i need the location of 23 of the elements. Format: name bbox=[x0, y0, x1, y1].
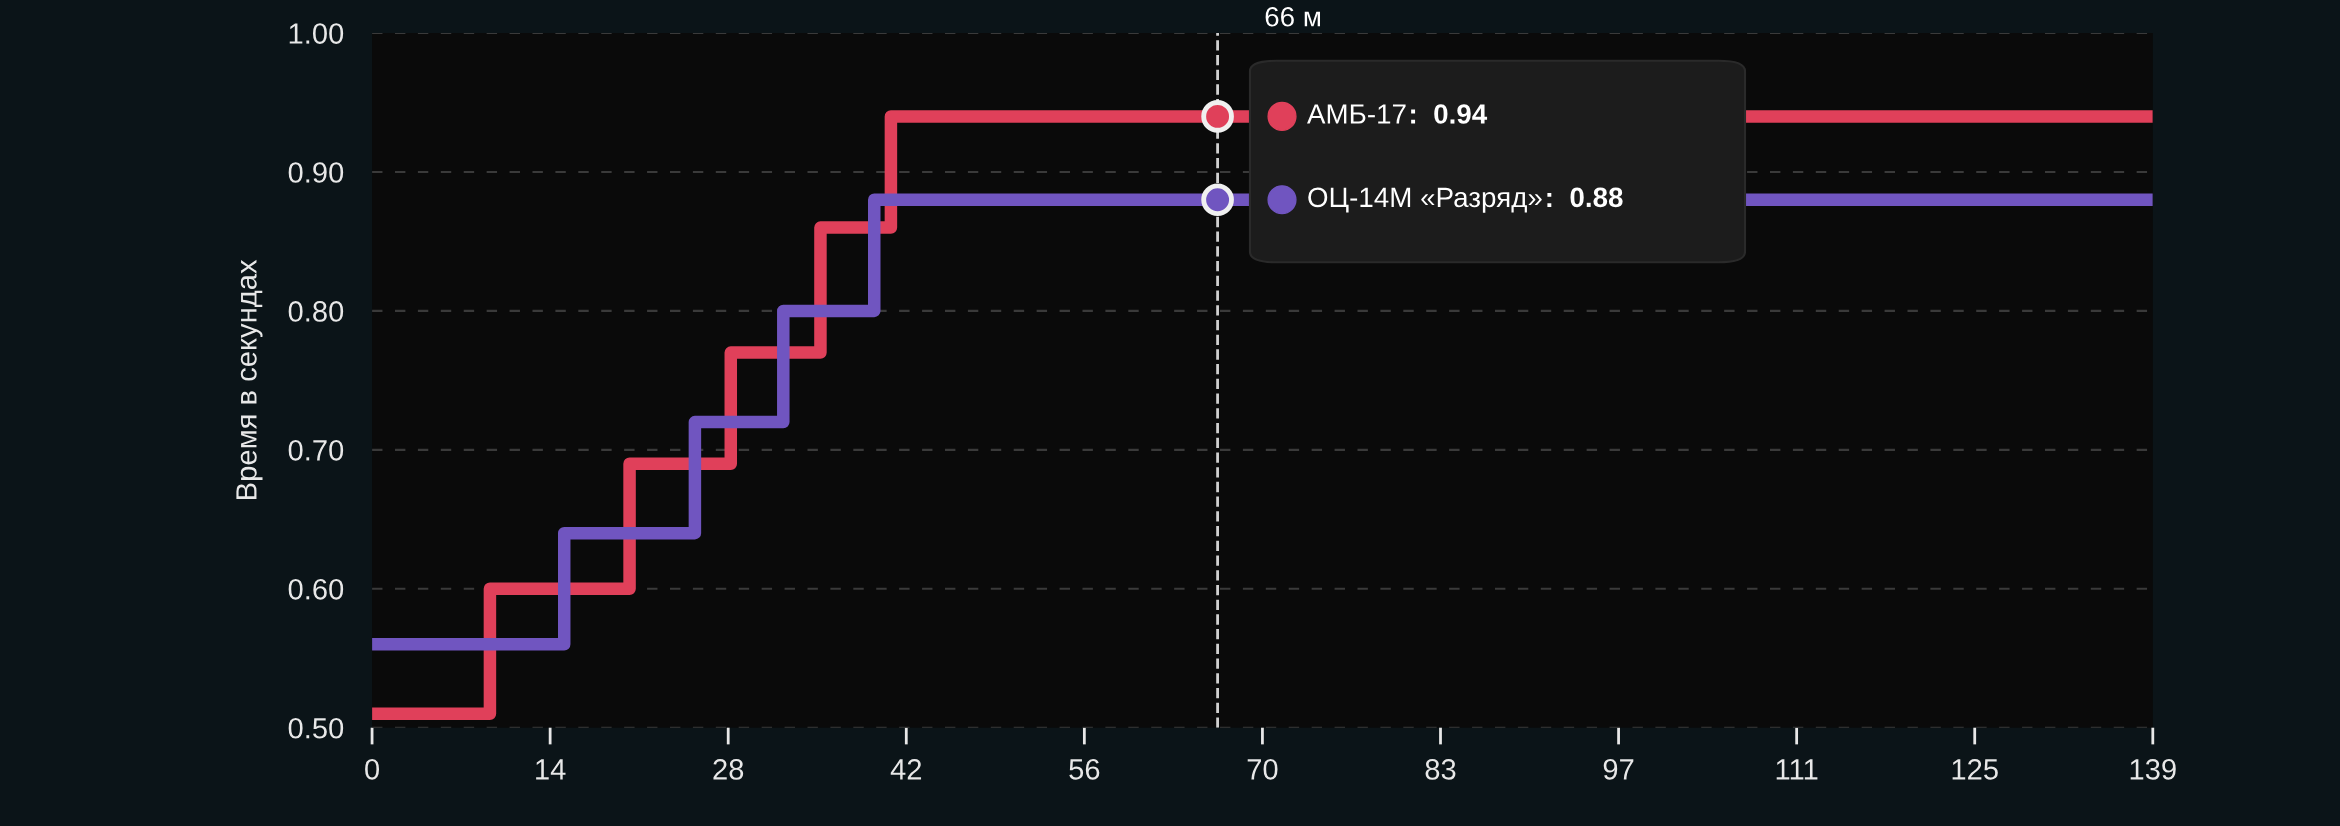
x-tick-label: 0 bbox=[365, 759, 380, 780]
x-tick-label: 14 bbox=[536, 759, 566, 780]
x-tick-label: 83 bbox=[1425, 759, 1456, 780]
y-axis-title: Время в секундах bbox=[236, 259, 263, 499]
legend-label: ОЦ-14М «Разряд» bbox=[1308, 187, 1542, 213]
y-tick-label: 0.90 bbox=[288, 162, 344, 183]
x-tick-label: 97 bbox=[1603, 759, 1634, 780]
x-tick-label: 70 bbox=[1247, 759, 1278, 780]
x-tick-label: 56 bbox=[1069, 759, 1100, 780]
x-tick-label: 28 bbox=[713, 759, 744, 780]
y-tick-label: 0.60 bbox=[288, 578, 344, 600]
x-tick-label: 125 bbox=[1952, 759, 1998, 780]
x-tick-label: 139 bbox=[2130, 759, 2176, 780]
y-tick-label: 0.50 bbox=[288, 717, 344, 739]
y-tick-label: 1.00 bbox=[289, 23, 344, 44]
x-tick-label: 111 bbox=[1776, 759, 1818, 780]
y-tick-label: 0.70 bbox=[288, 440, 344, 461]
annotation: : 0.88 bbox=[1547, 187, 1623, 208]
legend-label: АМБ-17 bbox=[1307, 104, 1406, 124]
ref-line-label: 66 м bbox=[1265, 6, 1321, 27]
annotation: : 0.94 bbox=[1411, 104, 1488, 124]
x-tick-label: 42 bbox=[890, 759, 922, 780]
y-tick-label: 0.80 bbox=[288, 301, 344, 322]
